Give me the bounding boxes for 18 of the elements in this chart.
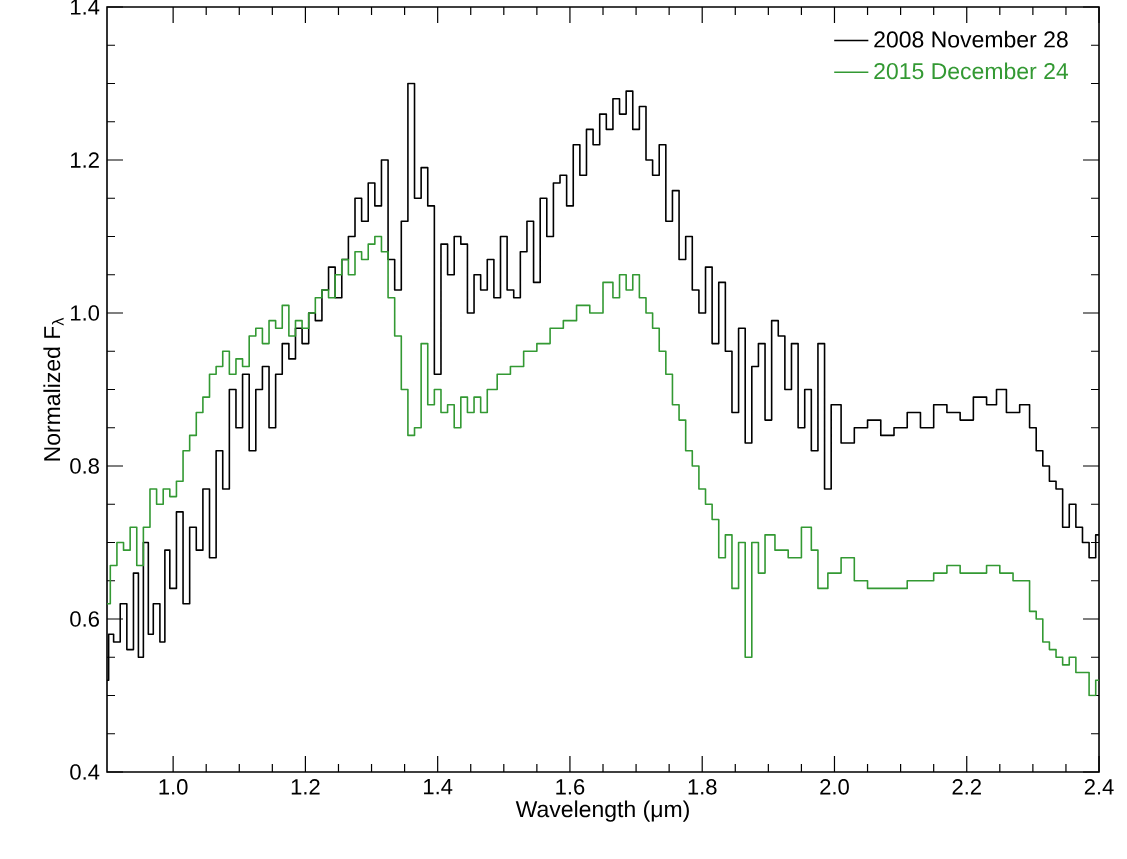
x-tick-label: 2.0 bbox=[820, 779, 849, 795]
x-axis-title: Wavelength (μm) bbox=[515, 800, 689, 822]
y-tick-label: 0.6 bbox=[70, 611, 99, 627]
x-tick-label: 1.0 bbox=[159, 779, 188, 795]
x-tick-label: 1.6 bbox=[556, 779, 585, 795]
y-tick-label: 1.0 bbox=[71, 305, 100, 321]
y-tick-label: 0.4 bbox=[70, 764, 100, 780]
legend-label: 2008 November 28 bbox=[874, 30, 1068, 48]
y-tick-label: 0.8 bbox=[70, 458, 99, 474]
x-tick-label: 2.4 bbox=[1084, 779, 1114, 795]
y-axis-title: Normalized F$_{λ}$ bbox=[43, 317, 64, 461]
x-tick-label: 1.4 bbox=[424, 779, 453, 795]
y-tick-label: 1.2 bbox=[71, 152, 99, 168]
x-tick-label: 2.2 bbox=[952, 779, 981, 795]
x-tick-label: 1.2 bbox=[291, 779, 320, 795]
legend-label: 2015 December 24 bbox=[874, 62, 1069, 80]
x-tick-label: 1.8 bbox=[688, 779, 717, 795]
y-tick-label: 1.4 bbox=[71, 0, 100, 15]
